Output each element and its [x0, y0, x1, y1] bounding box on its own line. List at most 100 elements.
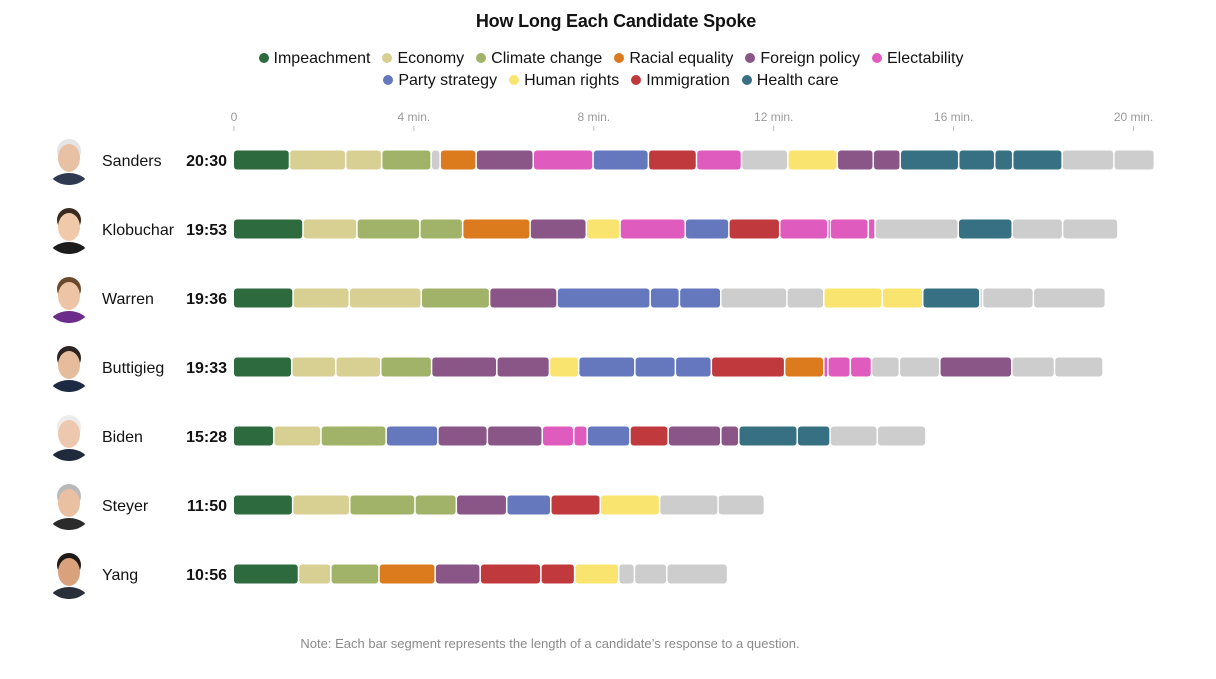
legend-label-foreign: Foreign policy [760, 50, 860, 67]
bar-segment-health [797, 426, 830, 446]
candidate-total-time: 19:33 [186, 360, 227, 377]
bar-segment-foreign [476, 150, 533, 170]
chart-title: How Long Each Candidate Spoke [475, 11, 757, 31]
bar-segment-impeachment [234, 426, 273, 446]
bar-segment-health [923, 288, 980, 308]
bar-segment-foreign [668, 426, 721, 446]
bar-segment-other [619, 564, 634, 584]
legend-label-economy: Economy [397, 50, 465, 67]
legend-swatch-immigration [631, 75, 642, 85]
bar-segment-impeachment [234, 219, 303, 239]
bar-segment-rights [575, 564, 618, 584]
bar-segment-rights [587, 219, 620, 239]
candidate-avatar [44, 204, 94, 254]
bar-segment-immigration [712, 357, 784, 377]
bar-segment-immigration [630, 426, 668, 446]
legend-label-climate: Climate change [491, 50, 603, 67]
candidate-row: Buttigieg 19:33 [44, 342, 1103, 392]
bar-segment-other [1012, 219, 1062, 239]
bar-segment-climate [420, 219, 462, 239]
candidate-avatar [44, 342, 94, 392]
bar-segment-electability [542, 426, 573, 446]
bar-segment-impeachment [234, 564, 298, 584]
candidate-name: Warren [102, 291, 154, 308]
legend-swatch-climate [476, 53, 487, 63]
legend-item-climate: Climate change [476, 50, 602, 68]
legend-label-rights: Human rights [524, 72, 620, 89]
candidate-avatar [44, 273, 94, 323]
legend-label-health: Health care [756, 72, 839, 89]
bar-segment-rights [788, 150, 837, 170]
bar-segment-rights [824, 288, 882, 308]
legend-swatch-health [741, 75, 752, 85]
bar-segment-impeachment [234, 150, 289, 170]
x-tick-label: 12 min. [754, 110, 793, 124]
bar-segment-party [557, 288, 650, 308]
bar-segment-rights [883, 288, 922, 308]
bar-segment-foreign [435, 564, 480, 584]
bar-segment-climate [381, 357, 431, 377]
bar-segment-foreign [874, 150, 900, 170]
legend-item-immigration: Immigration [631, 72, 730, 90]
bar-segment-economy [336, 357, 381, 377]
bar-segment-immigration [729, 219, 779, 239]
candidate-total-time: 20:30 [186, 153, 227, 170]
bar-segment-racial [440, 150, 476, 170]
bar-segment-health [959, 219, 1012, 239]
candidate-total-time: 11:50 [187, 498, 227, 515]
candidate-row: Biden 15:28 [44, 411, 926, 461]
bar-segment-other [980, 288, 982, 308]
bar-segment-electability [574, 426, 587, 446]
bar-segment-economy [350, 288, 421, 308]
candidate-total-time: 15:28 [186, 429, 227, 446]
bar-segment-economy [293, 288, 349, 308]
bar-segment-other [1055, 357, 1103, 377]
bar-segment-other [721, 288, 787, 308]
legend-item-rights: Human rights [509, 72, 619, 90]
bar-segment-electability [780, 219, 828, 239]
legend-swatch-rights [509, 75, 520, 85]
bar-segment-other [830, 426, 877, 446]
legend-swatch-racial [614, 53, 625, 63]
candidate-total-time: 10:56 [186, 567, 227, 584]
legend-swatch-foreign [745, 53, 756, 63]
x-tick-label: 8 min. [577, 110, 610, 124]
bar-segment-electability [533, 150, 593, 170]
bar-segment-foreign [721, 426, 739, 446]
legend-label-electability: Electability [887, 50, 964, 67]
bar-segment-other [983, 288, 1033, 308]
legend-swatch-party [383, 75, 394, 85]
bar-segment-foreign [838, 150, 873, 170]
bar-segment-other [875, 219, 958, 239]
bar-segment-economy [274, 426, 321, 446]
bar-segment-health [995, 150, 1012, 170]
bar-segment-electability [830, 219, 868, 239]
bar-segment-party [680, 288, 721, 308]
bar-segment-economy [290, 150, 345, 170]
bar-segment-climate [422, 288, 489, 308]
bar-segment-impeachment [234, 495, 292, 515]
bar-segment-other [787, 288, 824, 308]
candidate-name: Sanders [102, 153, 162, 170]
bar-segment-impeachment [234, 288, 293, 308]
bar-segment-economy [293, 495, 349, 515]
legend-item-racial: Racial equality [614, 50, 733, 68]
bar-segment-party [386, 426, 438, 446]
legend-label-party: Party strategy [398, 72, 498, 89]
bar-segment-climate [350, 495, 415, 515]
bar-segment-other [878, 426, 926, 446]
candidate-row: Steyer 11:50 [44, 480, 764, 530]
bar-segment-climate [382, 150, 431, 170]
chart-note: Note: Each bar segment represents the le… [300, 636, 800, 651]
legend-item-economy: Economy [382, 50, 464, 68]
legend-label-racial: Racial equality [629, 50, 734, 67]
candidate-name: Klobuchar [102, 222, 175, 239]
bar-segment-electability [828, 219, 830, 239]
bar-segment-foreign [488, 426, 542, 446]
bar-segment-health [900, 150, 958, 170]
candidate-total-time: 19:36 [186, 291, 227, 308]
bar-segment-party [587, 426, 630, 446]
x-tick-label: 0 [231, 110, 238, 124]
bar-segment-rights [550, 357, 578, 377]
bar-segment-foreign [457, 495, 506, 515]
